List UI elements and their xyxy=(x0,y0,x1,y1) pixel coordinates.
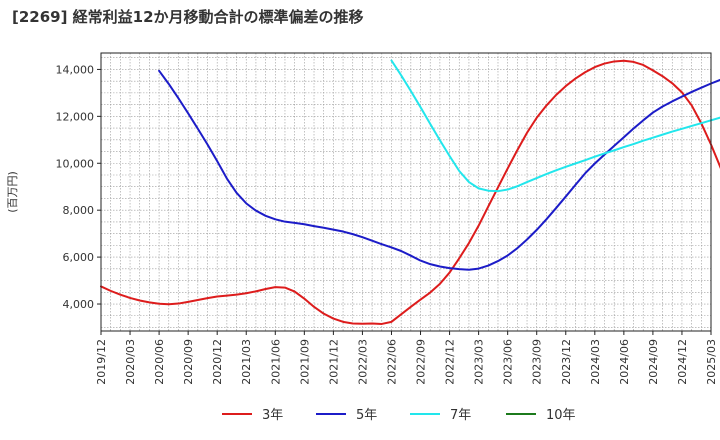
x-tick-label: 2023/09 xyxy=(531,339,544,385)
y-tick-label: 4,000 xyxy=(63,298,95,311)
x-tick-label: 2023/12 xyxy=(560,339,573,385)
x-tick-label: 2021/03 xyxy=(240,339,253,385)
series-layer xyxy=(100,59,720,325)
x-tick-label: 2023/06 xyxy=(502,339,515,385)
legend-label: 5年 xyxy=(356,408,377,423)
x-tick-label: 2021/06 xyxy=(269,339,282,385)
y-tick-label: 8,000 xyxy=(63,204,95,217)
series-line-3年 xyxy=(100,59,720,325)
y-tick-label: 6,000 xyxy=(63,251,95,264)
x-tick-label: 2022/09 xyxy=(415,339,428,385)
x-tick-label: 2024/09 xyxy=(647,339,660,385)
x-tick-label: 2024/03 xyxy=(589,339,602,385)
x-tick-label: 2022/03 xyxy=(356,339,369,385)
plot-frame xyxy=(100,52,712,332)
legend-label: 3年 xyxy=(262,408,283,423)
x-axis: 2019/12 2020/03 2020/06 2020/09 2020/12 2021/… xyxy=(95,331,718,385)
x-tick-label: 2020/09 xyxy=(182,339,195,385)
x-tick-label: 2023/03 xyxy=(473,339,486,385)
y-axis: 4,000 6,000 8,000 10,000 12,000 14,000 xyxy=(56,63,101,311)
y-tick-label: 12,000 xyxy=(56,110,95,123)
x-tick-label: 2022/12 xyxy=(444,339,457,385)
y-tick-label: 14,000 xyxy=(56,63,95,76)
chart-title: [2269] 経常利益12か月移動合計の標準偏差の推移 xyxy=(12,8,364,26)
series-line-5年 xyxy=(158,69,720,271)
grid-layer xyxy=(101,53,711,331)
x-tick-label: 2020/12 xyxy=(211,339,224,385)
x-tick-label: 2024/12 xyxy=(676,339,689,385)
x-tick-label: 2021/12 xyxy=(327,339,340,385)
legend-label: 7年 xyxy=(450,408,471,423)
series-line-7年 xyxy=(390,59,720,193)
x-tick-label: 2021/09 xyxy=(298,339,311,385)
x-tick-label: 2024/06 xyxy=(618,339,631,385)
y-tick-label: 10,000 xyxy=(56,157,95,170)
x-tick-label: 2020/03 xyxy=(124,339,137,385)
x-tick-label: 2019/12 xyxy=(95,339,108,385)
legend: 3年 5年 7年 10年 xyxy=(222,408,576,423)
x-tick-label: 2025/03 xyxy=(705,339,718,385)
x-tick-label: 2022/06 xyxy=(385,339,398,385)
x-tick-label: 2020/06 xyxy=(153,339,166,385)
y-axis-label: (百万円) xyxy=(6,171,19,213)
legend-label: 10年 xyxy=(546,408,576,423)
